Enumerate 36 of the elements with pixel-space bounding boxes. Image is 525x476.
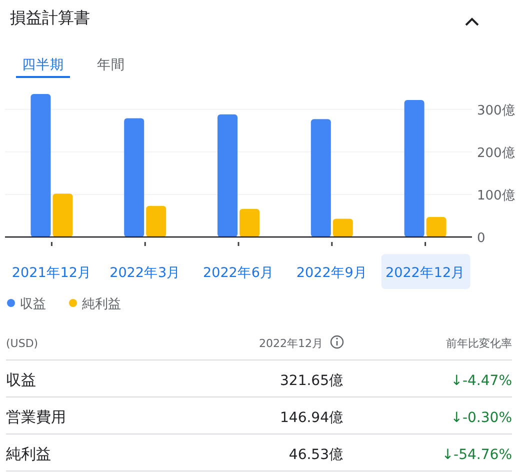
y-tick-label: 300億 — [477, 103, 515, 118]
text: (USD) — [6, 337, 38, 350]
text: 年間 — [97, 57, 125, 73]
x-tick-label: 2022年9月 — [296, 265, 368, 281]
bar — [30, 94, 51, 237]
x-tick-label: 2022年6月 — [203, 265, 274, 281]
text: 146.94億 — [280, 410, 343, 426]
bar — [240, 208, 260, 237]
text: 純利益 — [6, 445, 51, 463]
text: ↓-54.76% — [442, 447, 512, 463]
y-tick-label: 0 — [477, 231, 486, 246]
text: 321.65億 — [280, 373, 343, 389]
text: 収益 — [6, 371, 36, 389]
x-tick-label: 2022年3月 — [110, 265, 181, 281]
legend-label: 収益 — [20, 297, 46, 312]
y-tick-label: 200億 — [477, 146, 515, 161]
text: ↓-0.30% — [450, 410, 512, 426]
text: 2022年12月 — [259, 337, 323, 350]
bar — [124, 118, 144, 237]
bar — [146, 206, 166, 237]
y-tick-label: 100億 — [477, 188, 515, 204]
bar — [310, 119, 331, 237]
x-tick-label: 2022年12月 — [386, 265, 466, 281]
bar — [332, 218, 353, 237]
text: 前年比変化率 — [446, 337, 512, 350]
text: 46.53億 — [288, 447, 343, 463]
legend-label: 純利益 — [82, 297, 121, 312]
x-tick-label: 2021年12月 — [12, 265, 92, 281]
bar — [426, 216, 446, 237]
bar — [404, 100, 424, 237]
text: ↓-4.47% — [450, 373, 512, 389]
bar — [52, 194, 73, 237]
bar — [218, 114, 238, 237]
text: 四半期 — [22, 57, 64, 73]
text: 営業費用 — [6, 408, 66, 426]
chart-title: 損益計算書 — [10, 8, 90, 27]
